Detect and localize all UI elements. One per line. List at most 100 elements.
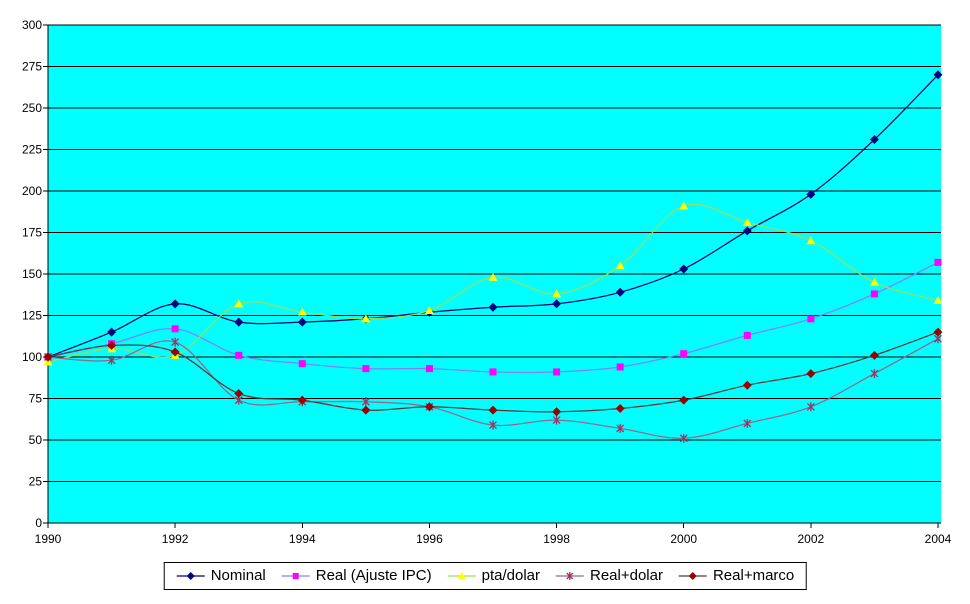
diamond-marker [679, 395, 689, 405]
square-marker [807, 315, 815, 323]
diamond-marker [43, 352, 53, 362]
diamond-marker [742, 226, 752, 236]
triangle-marker [806, 236, 816, 245]
diamond-marker [234, 317, 244, 327]
x-axis-tick-label: 1998 [543, 532, 570, 546]
square-marker [553, 368, 561, 376]
legend-item-real-marco: Real+marco [678, 567, 794, 585]
star-marker [552, 415, 561, 425]
y-axis-tick-label: 0 [35, 516, 42, 530]
x-axis-tick-label: 2002 [798, 532, 825, 546]
triangle-marker [615, 261, 625, 270]
y-axis-tick-label: 25 [29, 475, 43, 489]
x-axis-tick-label: 1994 [289, 532, 316, 546]
legend-key-triangle-icon [447, 572, 476, 579]
y-axis-tick-label: 50 [29, 433, 43, 447]
triangle-marker [424, 306, 434, 315]
legend-label: Real (Ajuste IPC) [315, 567, 432, 584]
triangle-marker [361, 314, 371, 323]
x-axis-tick-label: 1996 [416, 532, 443, 546]
square-marker [934, 258, 942, 266]
legend: Nominal Real (Ajuste IPC) pta/dolar Real+do… [163, 562, 807, 590]
legend-label: Real+marco [712, 567, 795, 584]
diamond-marker [806, 369, 816, 379]
diamond-marker [107, 327, 117, 337]
legend-key-star-icon [556, 572, 585, 580]
triangle-marker [297, 307, 307, 316]
diamond-marker [297, 395, 307, 405]
diamond-marker [688, 572, 697, 580]
star-marker [489, 420, 497, 430]
triangle-marker [552, 289, 562, 298]
diamond-marker [297, 317, 307, 327]
diamond-marker [488, 405, 498, 415]
diamond-marker [679, 264, 689, 274]
star-marker [361, 397, 370, 407]
diamond-marker [424, 402, 434, 412]
diamond-marker [869, 350, 879, 360]
square-marker [425, 365, 433, 373]
star-marker [679, 433, 688, 443]
y-axis-tick-label: 225 [22, 143, 42, 157]
triangle-marker [488, 272, 498, 281]
star-marker [616, 423, 625, 433]
legend-item-nominal: Nominal [176, 567, 266, 585]
triangle-marker [234, 299, 244, 308]
star-marker [870, 369, 879, 379]
diamond-marker [488, 302, 498, 312]
star-marker [806, 402, 815, 412]
square-marker [870, 290, 878, 298]
x-axis-tick-label: 1992 [162, 532, 189, 546]
diamond-marker [186, 572, 195, 580]
triangle-marker [742, 218, 752, 227]
diamond-marker [170, 299, 180, 309]
x-axis-tick-label: 2004 [925, 532, 952, 546]
star-marker [743, 418, 752, 428]
square-marker [743, 331, 751, 339]
triangle-marker [457, 572, 466, 579]
y-axis-tick-label: 150 [22, 267, 42, 281]
square-marker [292, 573, 299, 579]
y-axis-tick-label: 200 [22, 184, 42, 198]
square-marker [171, 325, 179, 333]
star-marker [107, 355, 116, 365]
x-axis-tick-label: 2000 [670, 532, 697, 546]
legend-key-square-icon [281, 573, 310, 579]
triangle-marker [933, 296, 943, 305]
y-axis-tick-label: 300 [22, 18, 42, 32]
legend-label: Real+dolar [590, 567, 663, 584]
diamond-marker [869, 135, 879, 145]
diamond-marker [552, 299, 562, 309]
y-axis-tick-label: 250 [22, 101, 42, 115]
square-marker [298, 360, 306, 368]
y-axis-tick-label: 175 [22, 226, 42, 240]
diamond-marker [170, 347, 180, 357]
legend-key-diamond-icon [678, 572, 707, 580]
y-axis-tick-label: 75 [29, 392, 43, 406]
diamond-marker [742, 380, 752, 390]
legend-key-diamond-icon [176, 572, 205, 580]
y-axis-tick-label: 275 [22, 60, 42, 74]
diamond-marker [361, 405, 371, 415]
series-markers-real-dolar [44, 334, 942, 443]
square-marker [616, 363, 624, 371]
diamond-marker [107, 340, 117, 350]
diamond-marker [552, 407, 562, 417]
legend-label: Nominal [210, 567, 266, 584]
legend-item-pta-dolar: pta/dolar [447, 567, 540, 585]
y-axis-tick-label: 125 [22, 309, 42, 323]
series-markers-real-marco [43, 327, 943, 417]
diamond-marker [806, 189, 816, 199]
square-marker [489, 368, 497, 376]
diamond-marker [234, 389, 244, 399]
triangle-marker [869, 277, 879, 286]
star-marker [171, 337, 180, 347]
series-markers-pta-dolar [43, 201, 943, 366]
square-marker [362, 365, 370, 373]
legend-label: pta/dolar [481, 567, 541, 584]
diamond-marker [615, 287, 625, 297]
x-axis-tick-label: 1990 [35, 532, 62, 546]
y-axis-tick-label: 100 [22, 350, 42, 364]
